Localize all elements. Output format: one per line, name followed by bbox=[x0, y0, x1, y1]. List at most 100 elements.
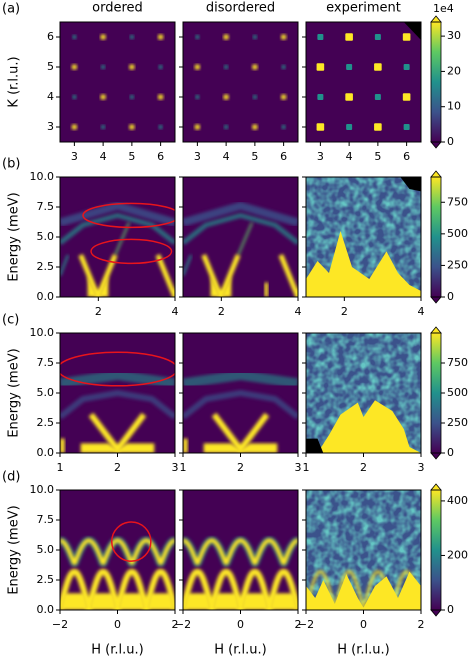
intensity-feature bbox=[278, 254, 298, 297]
bragg-peak bbox=[402, 93, 411, 101]
bragg-peak bbox=[194, 64, 201, 70]
y-axis-label: Energy (meV) bbox=[7, 192, 22, 281]
x-tick-label: 2 bbox=[172, 618, 179, 631]
intensity-region bbox=[306, 231, 421, 297]
colorbar-extend bbox=[430, 483, 442, 491]
bragg-peak bbox=[402, 33, 411, 41]
column-title: ordered bbox=[92, 1, 143, 16]
y-tick-label: 2.5 bbox=[37, 260, 55, 273]
x-tick-label: 1 bbox=[180, 461, 187, 474]
heatmap bbox=[306, 177, 421, 297]
intensity-feature bbox=[60, 254, 70, 276]
y-tick-label: 0.0 bbox=[37, 290, 55, 303]
bragg-peak bbox=[345, 93, 353, 101]
colorbar-extend bbox=[430, 170, 442, 178]
bragg-peak bbox=[158, 125, 163, 129]
intensity-region bbox=[60, 593, 175, 610]
x-tick-label: 0 bbox=[360, 618, 367, 631]
bragg-peak bbox=[223, 94, 229, 100]
x-tick-label: 4 bbox=[295, 305, 302, 318]
x-axis-label: H (r.l.u.) bbox=[337, 643, 389, 658]
x-tick-label: 2 bbox=[341, 305, 348, 318]
colorbar bbox=[431, 177, 441, 297]
heatmap bbox=[183, 333, 298, 453]
y-tick-label: 3 bbox=[47, 120, 54, 133]
bragg-peak bbox=[317, 34, 324, 40]
panel-frame bbox=[59, 21, 176, 143]
y-tick-label: 2.5 bbox=[37, 573, 55, 586]
bragg-peak bbox=[280, 94, 287, 100]
bragg-peak bbox=[100, 94, 106, 100]
x-axis-label: H (r.l.u.) bbox=[214, 643, 266, 658]
colorbar-extend bbox=[430, 326, 442, 334]
bragg-peak bbox=[224, 125, 229, 129]
intensity-feature bbox=[306, 570, 421, 610]
bragg-peak bbox=[157, 34, 164, 40]
x-tick-label: 3 bbox=[71, 150, 78, 163]
column-title: experiment bbox=[326, 1, 401, 16]
x-tick-label: 3 bbox=[295, 461, 302, 474]
bragg-peak bbox=[194, 124, 201, 130]
y-tick-label: 5 bbox=[47, 60, 54, 73]
x-tick-label: 3 bbox=[194, 150, 201, 163]
x-tick-label: 4 bbox=[346, 150, 353, 163]
bragg-peak bbox=[224, 65, 229, 69]
bragg-peak bbox=[316, 123, 325, 131]
bragg-peak bbox=[374, 123, 382, 131]
colorbar-tick-label: 500 bbox=[447, 227, 468, 240]
panel-label: (c) bbox=[2, 313, 19, 328]
colorbar-tick-label: 750 bbox=[447, 195, 468, 208]
y-tick-label: 6 bbox=[47, 30, 54, 43]
colorbar-tick-label: 250 bbox=[447, 416, 468, 429]
heatmap-background bbox=[60, 177, 175, 297]
colorbar-tick-label: 0 bbox=[447, 290, 454, 303]
y-axis-label: K (r.l.u.) bbox=[7, 56, 22, 107]
bragg-peak bbox=[403, 64, 410, 70]
x-tick-label: 3 bbox=[317, 150, 324, 163]
x-tick-label: 6 bbox=[403, 150, 410, 163]
y-tick-label: 10.0 bbox=[30, 483, 55, 496]
bragg-peak bbox=[280, 34, 287, 40]
x-tick-label: 2 bbox=[218, 305, 225, 318]
intensity-region bbox=[87, 275, 109, 297]
y-axis-label: Energy (meV) bbox=[7, 348, 22, 437]
x-tick-label: 4 bbox=[223, 150, 230, 163]
x-tick-label: 0 bbox=[237, 618, 244, 631]
bragg-peak bbox=[101, 65, 106, 69]
bragg-peak bbox=[374, 63, 382, 71]
panel-label: (a) bbox=[2, 2, 20, 17]
x-tick-label: 4 bbox=[172, 305, 179, 318]
bragg-peak bbox=[346, 64, 353, 70]
bragg-peak bbox=[252, 64, 258, 70]
bragg-peak bbox=[195, 35, 200, 39]
y-tick-label: 0.0 bbox=[37, 603, 55, 616]
intensity-feature bbox=[183, 254, 193, 276]
x-tick-label: 4 bbox=[100, 150, 107, 163]
y-tick-label: 7.5 bbox=[37, 513, 55, 526]
intensity-feature bbox=[183, 538, 298, 565]
x-tick-label: 4 bbox=[418, 305, 425, 318]
y-tick-label: 4 bbox=[47, 90, 54, 103]
bragg-peak bbox=[252, 124, 258, 130]
intensity-feature bbox=[60, 568, 175, 610]
x-tick-label: 2 bbox=[114, 461, 121, 474]
heatmap bbox=[306, 22, 421, 142]
bragg-peak bbox=[71, 64, 78, 70]
x-tick-label: 1 bbox=[303, 461, 310, 474]
heatmap-background bbox=[183, 22, 298, 142]
intensity-feature bbox=[201, 254, 241, 297]
colorbar-tick-label: 0 bbox=[447, 135, 454, 148]
colorbar-extend bbox=[430, 609, 442, 617]
intensity-region bbox=[306, 571, 421, 610]
bragg-peak bbox=[71, 124, 78, 130]
colorbar-frame bbox=[430, 176, 442, 298]
heatmap bbox=[60, 490, 175, 610]
heatmap bbox=[60, 177, 175, 297]
colorbar-tick-label: 250 bbox=[447, 258, 468, 271]
x-tick-label: 1 bbox=[57, 461, 64, 474]
annotation-circle bbox=[82, 202, 175, 229]
heatmap-background bbox=[183, 177, 298, 297]
intensity-feature bbox=[183, 201, 298, 227]
x-tick-label: 0 bbox=[114, 618, 121, 631]
colorbar-tick-label: 400 bbox=[447, 494, 468, 507]
